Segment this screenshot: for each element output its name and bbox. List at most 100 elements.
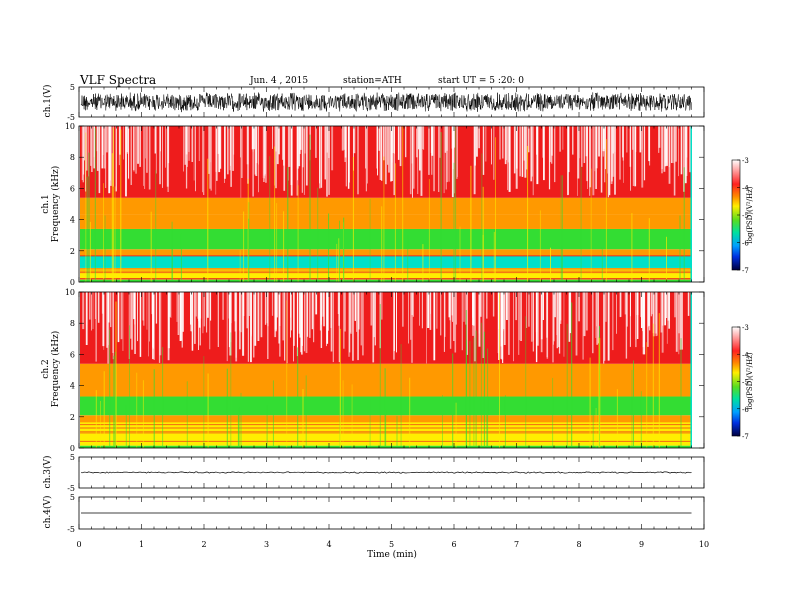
spectrogram-band	[80, 255, 692, 268]
spectrogram-texture	[128, 292, 130, 359]
spectrogram-texture	[159, 126, 161, 185]
spectrogram-texture	[276, 126, 279, 165]
spectrogram-texture	[379, 126, 382, 180]
sferic-impulse	[162, 347, 164, 448]
time-axis: 0 1 2 3 4 5 6 7 8 9 10	[76, 540, 709, 549]
spectrogram-texture	[411, 292, 413, 363]
spectrogram-texture	[246, 292, 248, 329]
spectrogram-texture	[412, 126, 413, 198]
spectrogram-texture	[208, 126, 210, 174]
spectrogram-texture	[498, 292, 500, 330]
spectrogram-texture	[500, 292, 503, 347]
colorbar-tick-label: -4	[742, 351, 749, 359]
spectrogram-texture	[255, 126, 258, 176]
spectrogram-texture	[678, 292, 680, 334]
spectrogram-texture	[598, 126, 600, 157]
spectrogram-texture	[619, 292, 621, 318]
ch1-spectrogram-panel: 0 2 4 6 8 10	[65, 122, 705, 287]
spectrogram-texture	[666, 126, 668, 166]
sferic-impulse	[475, 330, 477, 448]
spectrogram-texture	[130, 292, 132, 339]
spectrogram-texture	[370, 292, 373, 326]
spectrogram-texture	[417, 126, 419, 194]
narrowband-line	[80, 270, 692, 272]
spectrogram-texture	[504, 126, 507, 165]
spectrogram-texture	[155, 292, 158, 324]
sferic-impulse	[111, 153, 113, 282]
spectrogram-texture	[311, 292, 314, 330]
spectrogram-texture	[260, 292, 263, 338]
spectrogram-texture	[563, 292, 565, 357]
spectrogram-texture	[230, 126, 232, 187]
spectrogram-texture	[320, 292, 322, 325]
spectrogram-texture	[110, 126, 112, 186]
sferic-impulse	[171, 221, 173, 282]
sferic-impulse	[104, 215, 106, 282]
spectrogram-texture	[92, 292, 94, 329]
spectrogram-texture	[128, 126, 129, 179]
spectrogram-band	[80, 396, 692, 416]
sferic-impulse	[343, 217, 345, 282]
spectrogram-texture	[90, 126, 92, 166]
sferic-impulse	[85, 132, 87, 282]
spectrogram-texture	[486, 292, 488, 319]
spectrogram-texture	[626, 126, 628, 153]
spectrogram-texture	[502, 126, 504, 159]
sferic-impulse	[592, 407, 594, 448]
spectrogram-texture	[532, 126, 534, 196]
spectrogram-texture	[430, 126, 433, 153]
spectrogram-texture	[482, 292, 485, 358]
spectrogram-texture	[299, 126, 302, 150]
spectrogram-texture	[559, 126, 561, 152]
sferic-impulse	[297, 185, 299, 282]
sferic-impulse	[114, 352, 116, 448]
spectrogram-texture	[232, 126, 234, 171]
sferic-impulse	[455, 402, 457, 448]
spectrogram-band	[80, 267, 692, 280]
spectrogram-texture	[513, 126, 516, 174]
spectrogram-texture	[423, 126, 425, 150]
narrowband-line	[80, 278, 692, 279]
sferic-impulse	[286, 300, 288, 448]
spectrogram-texture	[420, 126, 423, 196]
spectrogram-texture	[472, 292, 473, 326]
y-tick-label: 10	[65, 288, 75, 297]
spectrogram-texture	[583, 292, 586, 337]
colorbar-tick-label: -5	[742, 379, 749, 387]
spectrogram-texture	[352, 292, 354, 361]
spectrogram-texture	[553, 292, 555, 342]
spectrogram-texture	[179, 292, 182, 341]
spectrogram-texture	[454, 292, 457, 353]
spectrogram-texture	[473, 126, 475, 195]
spectrogram-texture	[612, 292, 614, 351]
spectrogram-texture	[491, 126, 492, 165]
sferic-impulse	[499, 293, 500, 448]
spectrogram-texture	[664, 292, 666, 326]
spectrogram-texture	[110, 292, 112, 328]
spectrogram-texture	[526, 292, 528, 328]
spectrogram-texture	[102, 292, 105, 347]
spectrogram-texture	[602, 126, 604, 157]
sferic-impulse	[276, 203, 278, 282]
spectrogram-texture	[217, 126, 220, 154]
spectrogram-texture	[305, 292, 308, 353]
spectrogram-texture	[648, 292, 650, 326]
spectrogram-texture	[219, 126, 222, 169]
spectrogram-texture	[685, 126, 688, 176]
spectrogram-texture	[93, 126, 95, 158]
spectrogram-texture	[443, 126, 445, 194]
spectrogram-texture	[520, 292, 522, 341]
spectrogram-texture	[209, 126, 211, 189]
sferic-impulse	[180, 233, 182, 282]
sferic-impulse	[407, 235, 409, 282]
sferic-impulse	[379, 304, 381, 448]
spectrogram-texture	[551, 126, 553, 164]
spectrogram-texture	[671, 126, 673, 163]
spectrogram-texture	[152, 292, 155, 349]
spectrogram-texture	[626, 292, 628, 327]
spectrogram-texture	[416, 126, 418, 158]
spectrogram-texture	[209, 292, 211, 350]
spectrogram-texture	[278, 292, 280, 344]
sferic-impulse	[683, 167, 685, 282]
x-tick-label: 10	[699, 540, 709, 549]
